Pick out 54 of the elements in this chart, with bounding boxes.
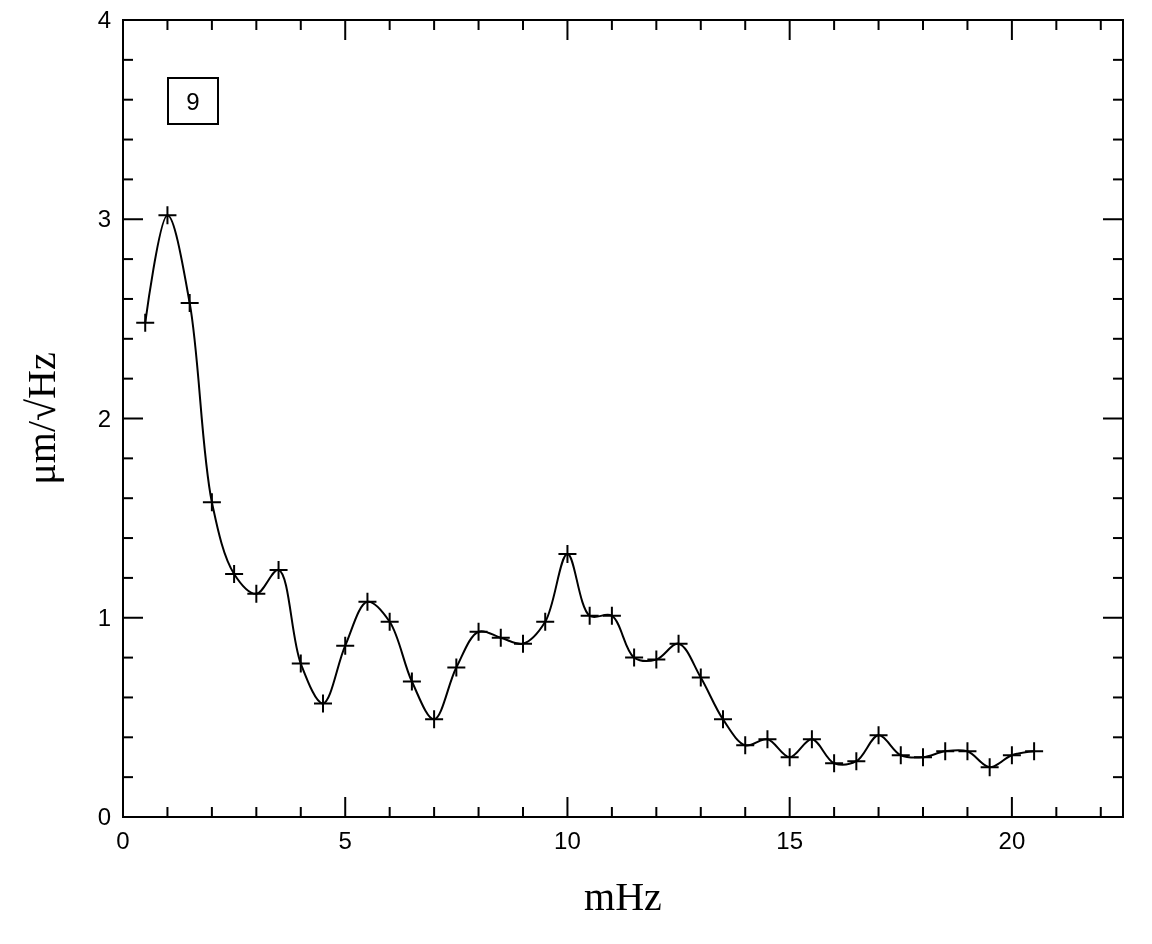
point [535,611,556,632]
point [913,747,933,768]
x-tick-label: 5 [338,827,352,854]
point [446,657,467,678]
point [824,753,845,774]
y-tick-label: 2 [97,404,111,432]
y-tick-label: 3 [97,205,111,233]
y-tick-label: 4 [97,6,111,33]
point [290,653,311,674]
point [624,647,645,668]
point [468,621,489,642]
x-tick-label: 0 [116,827,130,854]
x-tick-label: 10 [554,827,581,854]
point [668,633,689,654]
point [557,543,578,564]
point [935,741,956,762]
point [1024,741,1045,762]
point [890,745,911,766]
point [513,633,533,654]
point [179,292,200,313]
point [201,492,222,513]
point [224,563,245,584]
point [646,649,667,670]
point [357,591,378,612]
point [601,605,622,626]
point [379,611,400,632]
point [157,205,178,226]
point [135,312,156,333]
point [801,729,822,750]
y-tick-label: 1 [97,603,111,631]
point [313,693,333,714]
point [335,635,356,656]
y-axis-title: μm/√Hz [19,352,64,485]
y-tick-label: 0 [97,803,111,830]
x-tick-label: 15 [776,827,804,854]
point [690,667,711,688]
point [268,559,289,580]
point [979,757,1000,778]
point [846,751,867,772]
point [779,747,800,768]
point [401,671,422,692]
point [246,583,267,604]
point [490,627,511,648]
x-axis-title: mHz [584,874,662,919]
point [579,605,600,626]
point [1001,745,1022,766]
point [957,741,978,762]
point [757,729,778,750]
point [868,725,889,746]
point [424,709,445,730]
annotation: 9 [186,88,200,115]
point [713,709,733,730]
point [735,735,756,756]
x-tick-label: 20 [998,827,1026,854]
